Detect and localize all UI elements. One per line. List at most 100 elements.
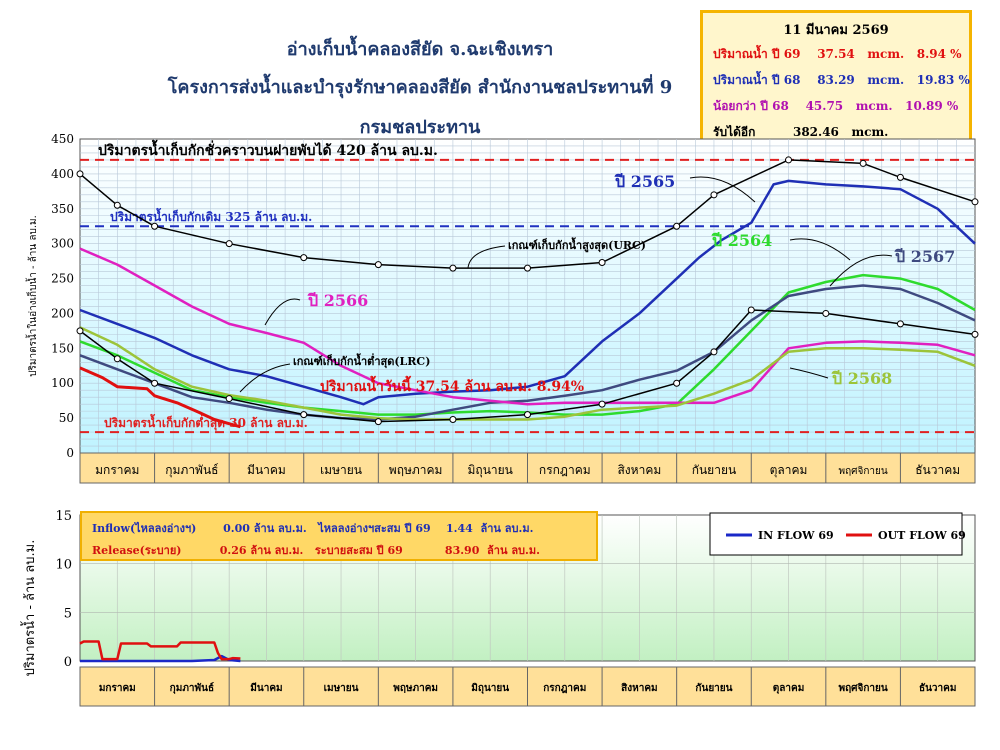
series-label-arrow [829, 254, 893, 287]
series-label-y2567: ปี 2567 [894, 247, 956, 266]
flow-series-outflow [79, 640, 241, 661]
inflow-acc-label: ไหลลงอ่างฯสะสม ปี 69 [318, 522, 431, 535]
curve-marker [225, 395, 233, 403]
month-label: สิงหาคม [617, 463, 661, 477]
curve-marker [524, 411, 531, 419]
storage-chart: 0 50 100 150 200 250 300 350 400 450 ปริมาตรน้ำในอ… [25, 132, 979, 484]
summary-date: 11 มีนาคม 2569 [783, 23, 889, 38]
month-label: กุมภาพันธ์ [165, 463, 218, 478]
series-line-ปี-2567 [79, 284, 976, 421]
month-label: มิถุนายน [468, 463, 513, 478]
series-label-arrow [689, 176, 756, 203]
flow-y-tick-label: 10 [55, 558, 72, 573]
row3-value: 45.75 [805, 99, 844, 113]
curve-marker [76, 170, 84, 178]
curve-marker [113, 355, 121, 363]
curve-marker [151, 379, 159, 387]
row3-unit: mcm. [855, 99, 893, 113]
flow-month-label: เมษายน [324, 683, 359, 694]
series-label-arrow [264, 298, 301, 326]
y-tick-label: 150 [51, 341, 74, 355]
summary-row-current: ปริมาณน้ำ ปี 69 37.54 mcm. 8.94 % [713, 45, 962, 64]
y-tick-label: 300 [51, 237, 74, 251]
month-label: ธันวาคม [915, 463, 960, 477]
summary-row-diff: น้อยกว่า ปี 68 45.75 mcm. 10.89 % [713, 97, 958, 116]
row4-label: รับได้อีก [713, 125, 756, 139]
release-value: 0.26 [219, 544, 247, 557]
inflow-label: Inflow(ไหลลงอ่างฯ) [92, 522, 197, 535]
y-tick-label: 450 [51, 132, 74, 146]
lrc-arrow [239, 363, 291, 393]
month-label: มีนาคม [247, 463, 286, 477]
row4-value: 382.46 [792, 125, 839, 139]
flow-month-label: มีนาคม [250, 682, 282, 694]
reference-label-325: ปริมาตรน้ำเก็บกักเดิม 325 ล้าน ลบ.ม. [110, 207, 312, 224]
curve-marker [113, 201, 121, 209]
flow-month-label: กันยายน [695, 682, 732, 694]
y-axis-label: ปริมาตรน้ำในอ่างเก็บน้ำ - ล้าน ลบ.ม. [25, 215, 39, 377]
inflow-row: Inflow(ไหลลงอ่างฯ) 0.00 ล้าน ลบ.ม. ไหลลง… [92, 519, 533, 537]
y-tick-label: 250 [51, 272, 74, 286]
month-label: พฤศจิกายน [839, 466, 888, 477]
curve-marker [896, 320, 904, 328]
flow-month-label: กรกฎาคม [543, 683, 586, 694]
row3-pct: 10.89 % [905, 99, 959, 113]
curve-marker [673, 222, 681, 230]
release-label: Release(ระบาย) [92, 544, 182, 557]
curve-marker [374, 418, 382, 426]
flow-month-label: มกราคม [99, 683, 136, 694]
legend-outflow-label: OUT FLOW 69 [878, 529, 966, 542]
row1-unit: mcm. [867, 47, 905, 61]
curve-marker [673, 379, 681, 387]
flow-month-label: มิถุนายน [471, 682, 509, 694]
y-tick-label: 50 [59, 411, 74, 425]
row1-pct: 8.94 % [916, 47, 962, 61]
flow-y-axis-label: ปริมาตรน้ำ - ล้าน ลบ.ม. [20, 540, 38, 677]
urc-label: เกณฑ์เก็บกักน้ำสูงสุด(URC) [508, 237, 646, 253]
curve-marker [971, 198, 979, 206]
month-label: กันยายน [692, 463, 736, 477]
inflow-unit: ล้าน ลบ.ม. [253, 522, 307, 535]
legend-inflow-label: IN FLOW 69 [758, 529, 834, 542]
curve-marker [300, 254, 308, 262]
curve-marker [598, 400, 606, 408]
curve-marker [76, 327, 84, 335]
y-tick-label: 400 [51, 167, 74, 181]
curve-marker [859, 159, 867, 167]
curve-marker [151, 222, 159, 230]
series-label-arrow [789, 238, 851, 261]
curve-marker [598, 259, 606, 267]
release-acc-label: ระบายสะสม ปี 69 [314, 544, 403, 557]
curve-marker [225, 240, 233, 248]
today-label: ปริมาณน้ำวันนี้ 37.54 ล้าน ลบ.ม. 8.94% [320, 375, 584, 395]
row1-label: ปริมาณน้ำ ปี 69 [713, 47, 801, 61]
flow-month-label: สิงหาคม [621, 682, 657, 694]
flow-stats-box: Inflow(ไหลลงอ่างฯ) 0.00 ล้าน ลบ.ม. ไหลลง… [80, 511, 598, 561]
series-line-ปี-2566 [79, 247, 976, 406]
flow-y-tick-label: 15 [55, 509, 72, 524]
series-line-ปี-2569 [79, 366, 241, 429]
title-line-2: โครงการส่งน้ำและบำรุงรักษาคลองสียัด สำนั… [167, 77, 673, 98]
series-label-y2568: ปี 2568 [831, 369, 893, 388]
flow-month-label: ตุลาคม [773, 683, 805, 694]
title-line-3: กรมชลประทาน [359, 117, 481, 138]
curve-marker [449, 264, 457, 272]
series-label-arrow [789, 367, 829, 379]
flow-month-label: พฤษภาคม [393, 683, 438, 694]
urc-arrow [467, 245, 506, 269]
curve-marker [747, 306, 755, 314]
summary-row-lastyear: ปริมาณน้ำ ปี 68 83.29 mcm. 19.83 % [713, 71, 970, 90]
y-tick-label: 350 [51, 202, 74, 216]
inflow-acc-value: 1.44 [446, 522, 473, 535]
curve-marker [300, 411, 308, 419]
row3-label: น้อยกว่า ปี 68 [713, 99, 789, 113]
row2-value: 83.29 [817, 73, 855, 87]
release-acc-unit: ล้าน ลบ.ม. [487, 544, 540, 557]
flow-y-tick-label: 5 [64, 606, 72, 621]
flow-month-label: ธันวาคม [919, 682, 956, 694]
series-label-y2564: ปี 2564 [711, 231, 773, 250]
curve-marker [710, 348, 718, 356]
flow-month-label: กุมภาพันธ์ [170, 682, 214, 694]
y-tick-label: 100 [51, 376, 74, 390]
month-label: มกราคม [95, 463, 139, 477]
